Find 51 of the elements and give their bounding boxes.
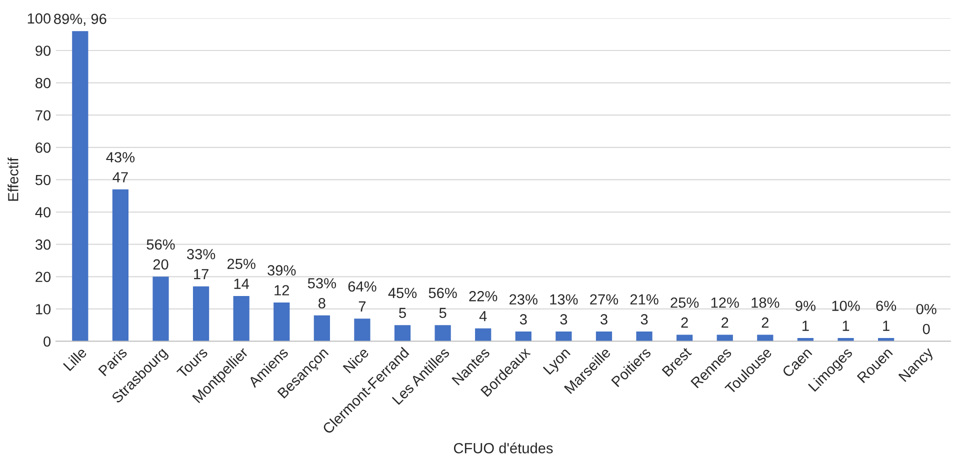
- bar: [596, 332, 612, 342]
- data-label: 89%, 96: [54, 14, 106, 26]
- data-label: 56% 5: [428, 288, 457, 318]
- bar: [192, 286, 210, 342]
- bar: [515, 332, 532, 342]
- data-label: 23% 3: [510, 294, 538, 325]
- bar: [112, 189, 128, 342]
- data-label: 10% 1: [832, 300, 860, 331]
- bar: [152, 276, 169, 342]
- bar: [556, 332, 572, 342]
- bar: [72, 31, 88, 342]
- bar: [475, 328, 492, 342]
- data-label: 27% 3: [590, 294, 618, 325]
- data-label: 64% 7: [348, 281, 376, 312]
- data-label: 12% 2: [711, 297, 739, 328]
- x-tick-label: Lille: [62, 346, 88, 372]
- data-label: 22% 4: [469, 291, 498, 322]
- data-label: 25% 14: [227, 258, 256, 289]
- x-axis-title: CFUO d'études: [454, 442, 553, 454]
- y-tick-label: 80: [36, 78, 51, 88]
- bar: [434, 325, 451, 342]
- data-label: 39% 12: [268, 265, 296, 296]
- data-label: 6% 1: [876, 300, 896, 331]
- data-label: 18% 2: [752, 297, 780, 328]
- bar: [314, 315, 330, 342]
- data-label: 43% 47: [106, 152, 135, 182]
- y-tick-label: 0: [44, 336, 51, 347]
- data-label: 13% 3: [550, 294, 578, 325]
- y-axis-title: Effectif: [8, 158, 18, 201]
- data-label: 21% 3: [630, 294, 658, 325]
- y-tick-label: 100: [28, 13, 51, 24]
- bar: [354, 318, 370, 342]
- y-tick-label: 50: [35, 174, 51, 186]
- y-tick-label: 60: [36, 142, 51, 153]
- y-tick-label: 40: [35, 207, 51, 218]
- data-label: 45% 5: [388, 288, 417, 318]
- data-label: 56% 20: [146, 239, 175, 270]
- bar: [636, 332, 652, 342]
- data-label: 0% 0: [916, 304, 936, 334]
- data-label: 9% 1: [796, 300, 816, 331]
- y-tick-label: 20: [36, 272, 51, 282]
- data-label: 25% 2: [670, 297, 699, 328]
- y-tick-label: 10: [36, 304, 51, 314]
- bar: [394, 325, 411, 342]
- bar: [233, 296, 250, 342]
- bar: [274, 302, 290, 342]
- y-tick-label: 70: [36, 110, 51, 121]
- data-label: 53% 8: [308, 278, 336, 308]
- y-tick-label: 90: [36, 46, 51, 56]
- data-label: 33% 17: [186, 249, 216, 280]
- y-tick-label: 30: [35, 239, 51, 250]
